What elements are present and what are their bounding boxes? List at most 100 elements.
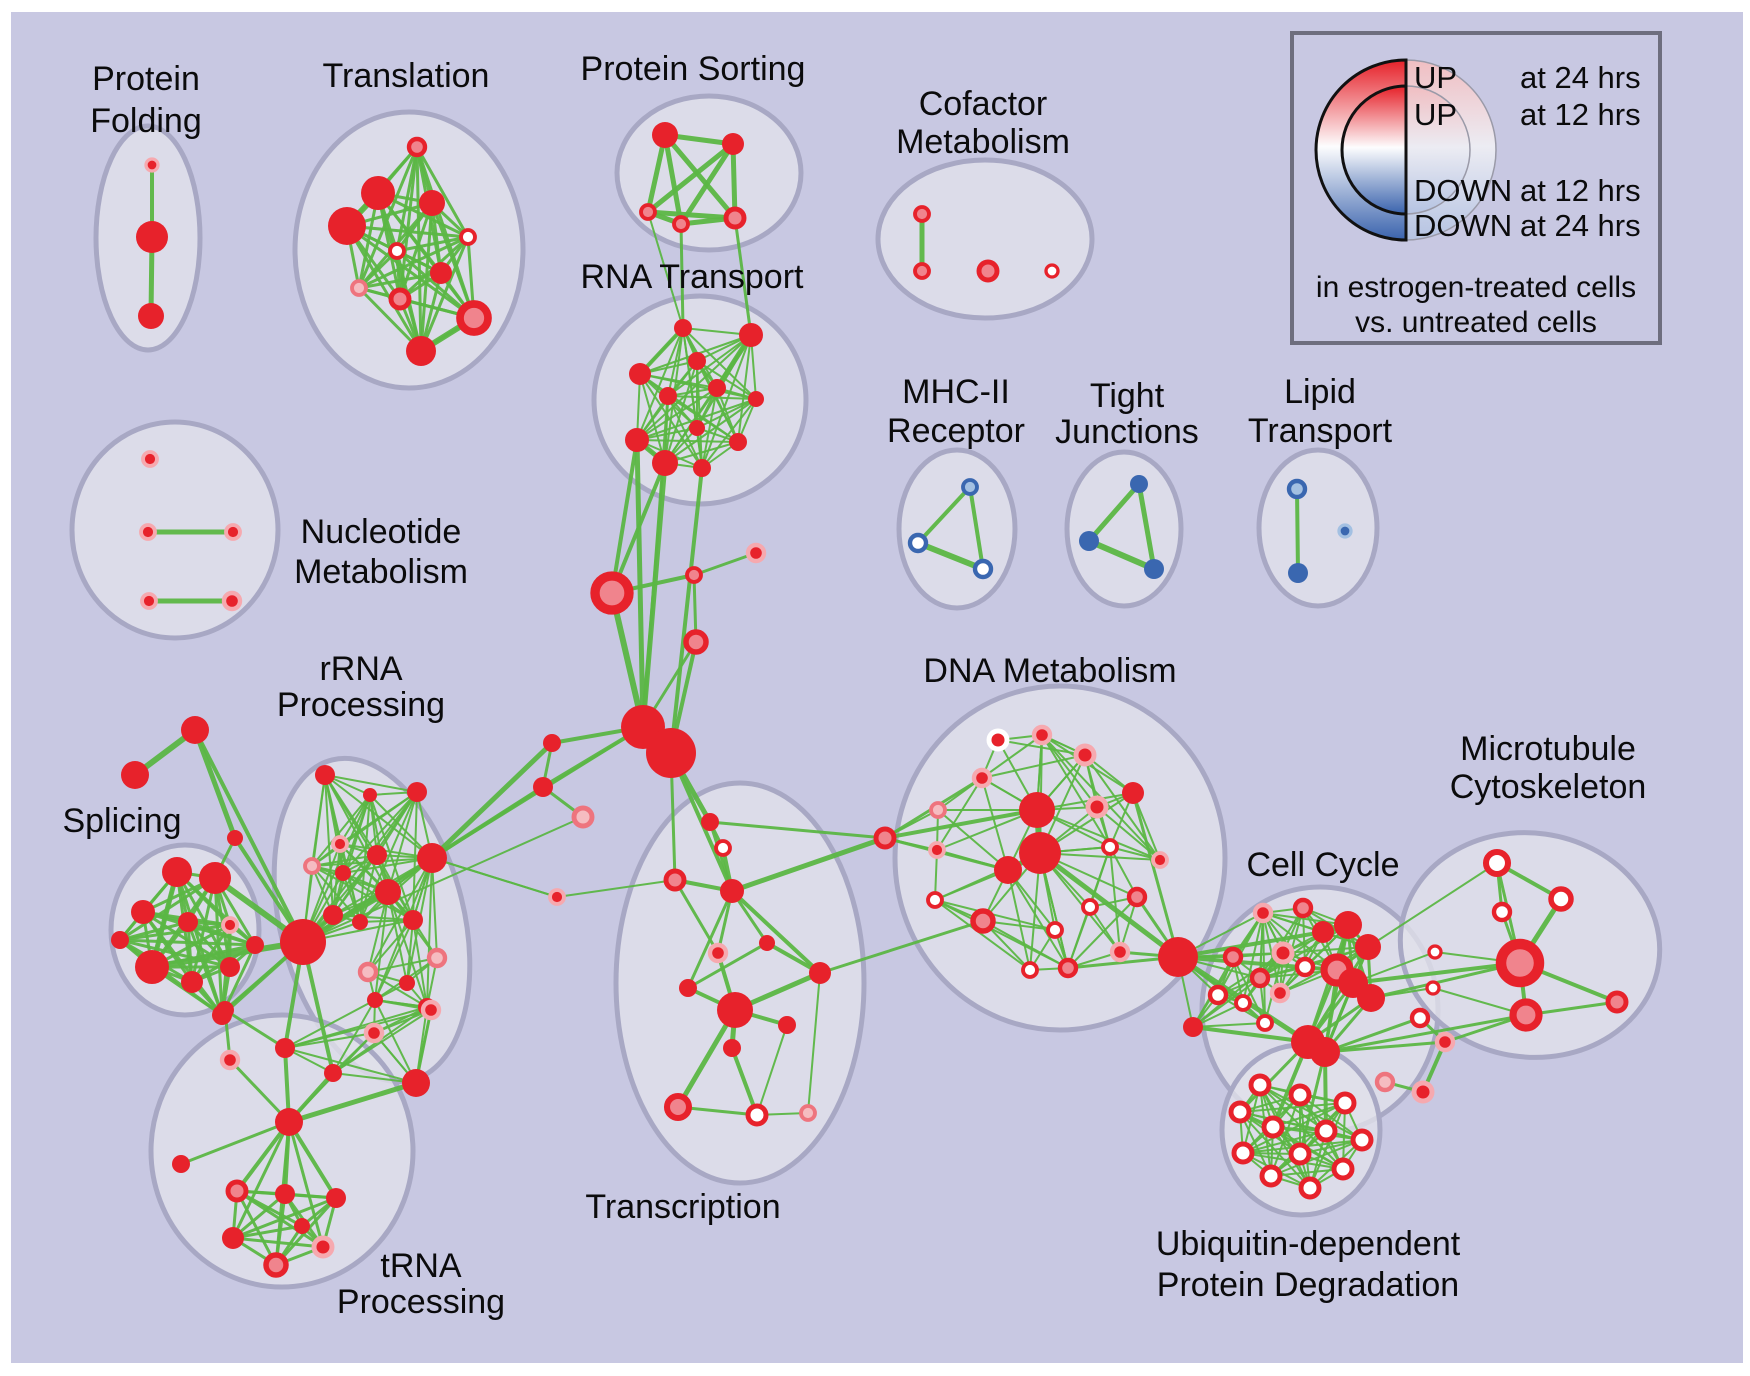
edge <box>1270 1168 1344 1177</box>
edge <box>647 211 684 329</box>
edge <box>429 740 555 861</box>
node-rp <box>221 590 243 612</box>
edge <box>118 938 232 969</box>
node-pr <box>672 215 690 233</box>
node-r <box>136 221 168 253</box>
edge <box>311 794 371 867</box>
edge <box>231 1196 338 1240</box>
node-r <box>220 957 240 977</box>
edge <box>1067 896 1138 969</box>
node-pr <box>663 868 687 892</box>
node-rp <box>971 767 993 789</box>
edge <box>179 1120 291 1166</box>
node-b <box>1144 559 1164 579</box>
edge <box>311 854 378 867</box>
edge <box>807 972 821 1114</box>
node-wr <box>1101 838 1119 856</box>
edge <box>1039 852 1121 953</box>
edge <box>937 809 1009 871</box>
edge <box>387 891 428 1008</box>
node-rp <box>219 1049 241 1071</box>
cluster-cofactor-metabolism-label: Cofactor <box>919 85 1048 123</box>
legend-time-label: at 24 hrs <box>1520 60 1641 95</box>
edge <box>118 938 257 947</box>
node-pp <box>357 961 379 983</box>
node-wr <box>1427 944 1443 960</box>
node-wr <box>1288 1142 1312 1166</box>
node-pr <box>1126 886 1148 908</box>
edge <box>1136 481 1157 572</box>
node-r <box>646 728 696 778</box>
node-r <box>419 190 445 216</box>
node-wr <box>1234 994 1252 1012</box>
node-r <box>720 879 744 903</box>
node-rp <box>144 157 160 173</box>
edge <box>193 728 305 944</box>
edge <box>981 754 1086 779</box>
cluster-protein-folding-label: Folding <box>90 102 202 140</box>
edge <box>1309 1102 1346 1189</box>
legend-note: vs. untreated cells <box>1355 306 1597 339</box>
node-r <box>1310 1037 1340 1067</box>
node-pp <box>929 801 947 819</box>
edge <box>1242 912 1264 1004</box>
node-rp <box>928 841 946 859</box>
node-wr <box>1294 956 1316 978</box>
edge <box>701 334 752 469</box>
edge <box>1176 930 1325 959</box>
edge <box>667 395 739 443</box>
edge <box>818 919 985 975</box>
node-r <box>994 856 1022 884</box>
legend-circle-left <box>1340 84 1408 216</box>
edge <box>639 373 757 400</box>
cluster-tight-junctions-label: Tight <box>1090 377 1165 415</box>
edge <box>730 141 738 221</box>
edge <box>118 938 224 1017</box>
edge <box>374 919 414 1001</box>
node-pr <box>873 826 897 850</box>
node-r <box>111 931 129 949</box>
edge <box>708 820 887 840</box>
edge <box>1007 869 1069 969</box>
legend-note: in estrogen-treated cells <box>1316 271 1636 304</box>
edge <box>696 360 757 400</box>
node-wr <box>1231 1141 1255 1165</box>
edge <box>1369 961 1522 1000</box>
node-r <box>417 843 447 873</box>
edge <box>692 551 758 577</box>
edge <box>686 941 769 990</box>
node-r <box>652 122 678 148</box>
node-r <box>689 420 705 436</box>
node-pr <box>970 908 996 934</box>
node-pr <box>225 1179 249 1203</box>
node-r <box>739 323 763 347</box>
cluster-rrna-processing-label: rRNA <box>319 650 402 688</box>
edge <box>311 774 326 867</box>
legend-circle-right <box>1405 85 1471 215</box>
edge <box>231 1120 291 1240</box>
edge <box>934 899 1031 971</box>
node-pr <box>1292 897 1314 919</box>
edge <box>426 857 433 1008</box>
node-r <box>406 336 436 366</box>
node-pr <box>1495 938 1545 988</box>
edge <box>981 777 1009 871</box>
cluster-protein-sorting-label: Protein Sorting <box>581 50 806 88</box>
node-pp <box>303 857 321 875</box>
cluster-transcription-label: Transcription <box>585 1188 780 1226</box>
node-rp <box>140 592 158 610</box>
node-pr <box>1509 998 1543 1032</box>
node-lb <box>961 478 979 496</box>
node-wb <box>907 532 929 554</box>
node-pr <box>685 566 703 584</box>
cluster-mhc-ii-receptor-label: Receptor <box>887 412 1025 450</box>
node-r <box>275 1108 303 1136</box>
edge <box>412 919 428 1008</box>
node-r <box>629 363 651 385</box>
edge <box>1242 1130 1327 1154</box>
edge <box>645 209 738 221</box>
cluster-cofactor-metabolism-label: Metabolism <box>896 123 1070 161</box>
edge <box>1191 1025 1310 1044</box>
